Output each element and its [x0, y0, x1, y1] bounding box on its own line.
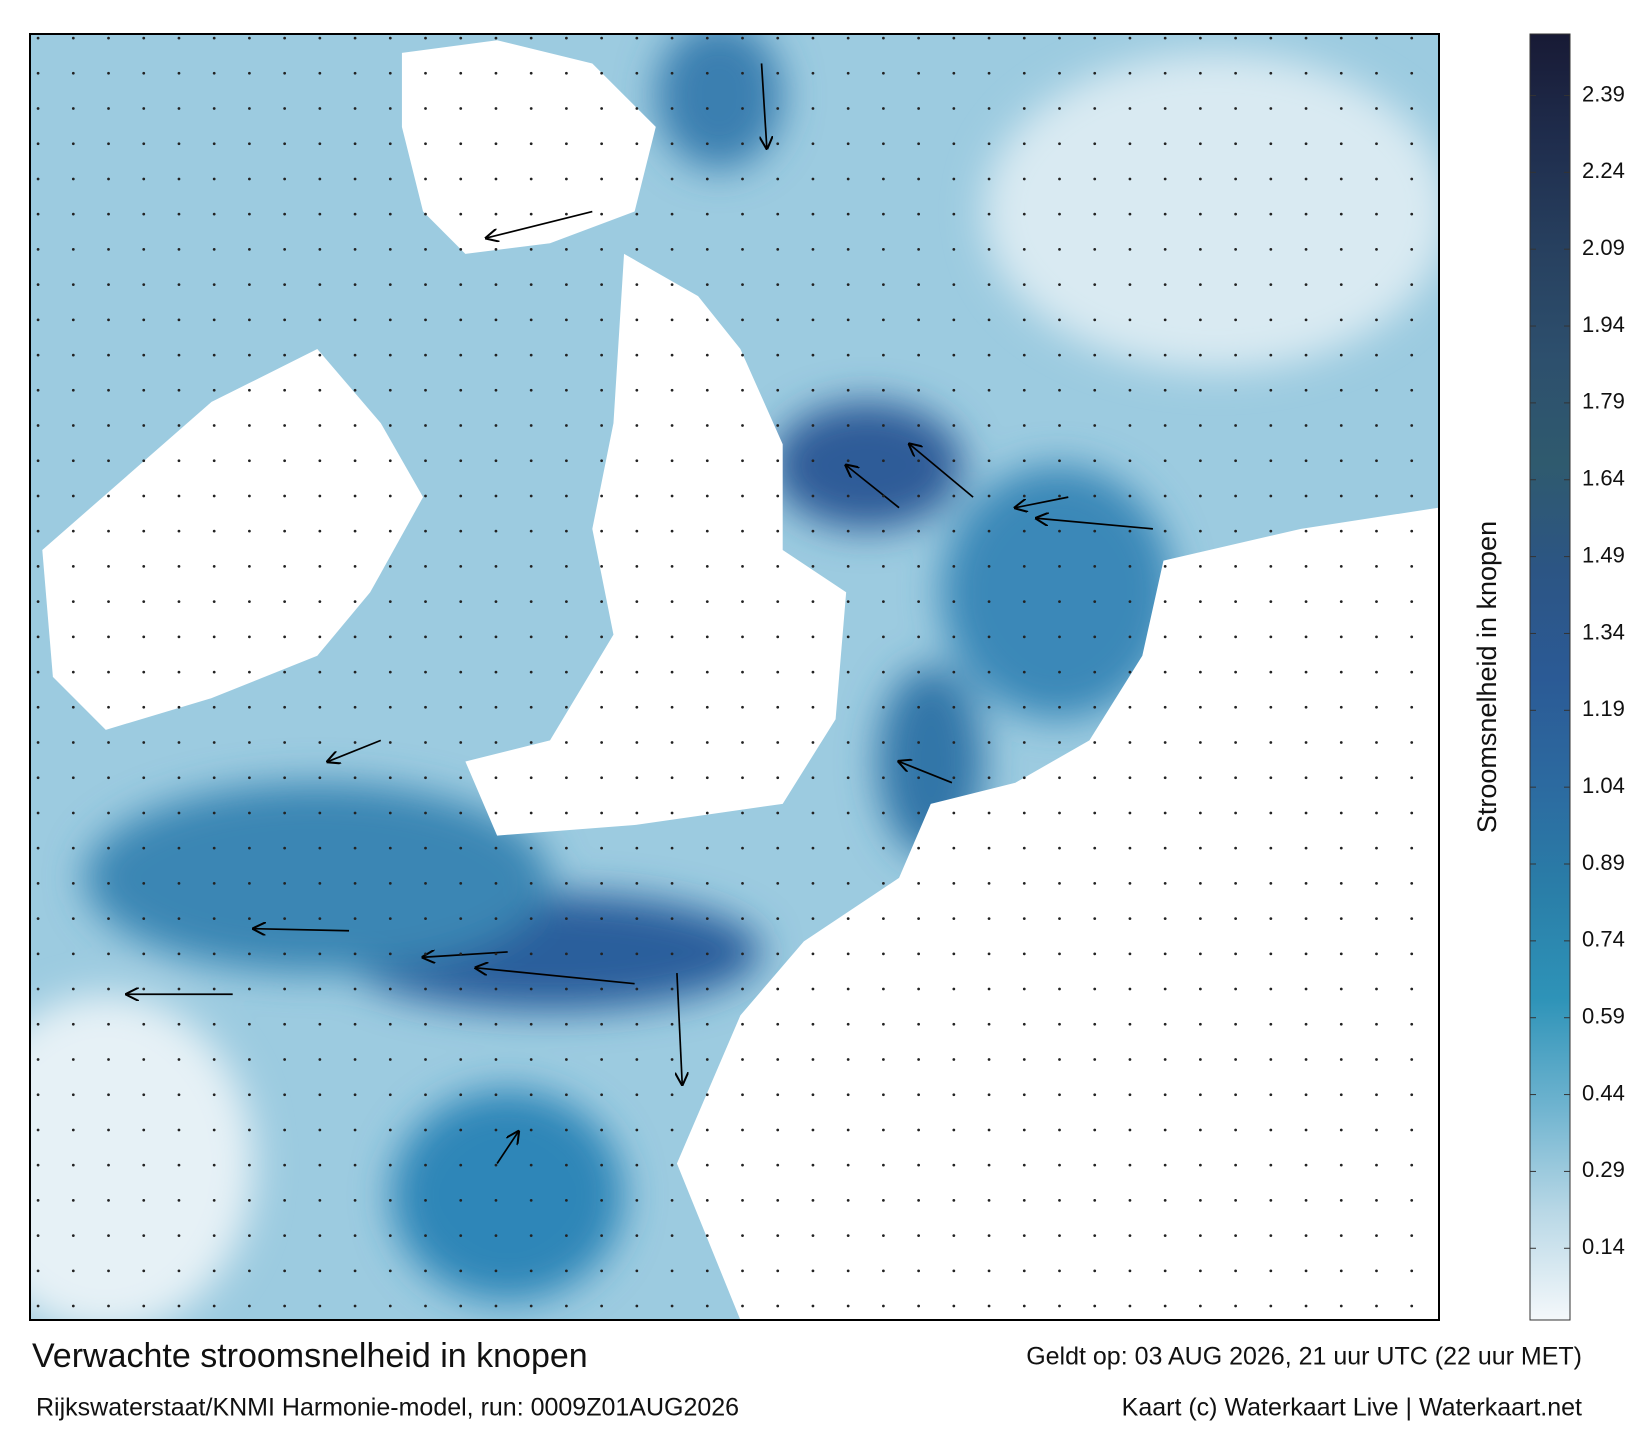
map-area	[30, 34, 1439, 1320]
grid-dots	[36, 36, 1414, 1308]
source: Rijkswaterstaat/KNMI Harmonie-model, run…	[36, 1394, 739, 1422]
credit: Kaart (c) Waterkaart Live | Waterkaart.n…	[1122, 1394, 1582, 1422]
colorbar-tick-label: 1.64	[1582, 466, 1625, 491]
colorbar-tick-label: 2.09	[1582, 235, 1625, 260]
current-arrows	[127, 63, 1153, 1164]
colorbar-scale	[1529, 33, 1571, 1321]
colorbar: 0.14 0.29 0.44 0.59 0.74 0.89 1.04 1.19 1.34 1.49…	[1529, 33, 1625, 1321]
map-title: Verwachte stroomsnelheid in knopen	[32, 1337, 588, 1375]
colorbar-tick-label: 1.79	[1582, 389, 1625, 414]
colorbar-tick-label: 2.39	[1582, 81, 1625, 106]
colorbar-tick-label: 1.34	[1582, 619, 1625, 644]
colorbar-label: Stroomsnelheid in knopen	[1472, 521, 1502, 833]
colorbar-tick-label: 0.74	[1582, 927, 1625, 952]
colorbar-tick-label: 1.94	[1582, 312, 1625, 337]
colorbar-tick-label: 1.49	[1582, 542, 1625, 567]
colorbar-tick-label: 1.19	[1582, 696, 1625, 721]
current-shading	[30, 34, 1439, 1320]
valid-time: Geldt op: 03 AUG 2026, 21 uur UTC (22 uu…	[1026, 1343, 1582, 1371]
colorbar-tick-label: 0.89	[1582, 850, 1625, 875]
colorbar-tick-label: 0.14	[1582, 1234, 1625, 1259]
colorbar-tick-label: 0.29	[1582, 1157, 1625, 1182]
map-frame	[29, 33, 1440, 1321]
colorbar-tick-label: 1.04	[1582, 773, 1625, 798]
colorbar-tick-label: 0.44	[1582, 1080, 1625, 1105]
land	[42, 40, 1439, 1320]
colorbar-tick-label: 0.59	[1582, 1004, 1625, 1029]
colorbar-tick-label: 2.24	[1582, 158, 1625, 183]
